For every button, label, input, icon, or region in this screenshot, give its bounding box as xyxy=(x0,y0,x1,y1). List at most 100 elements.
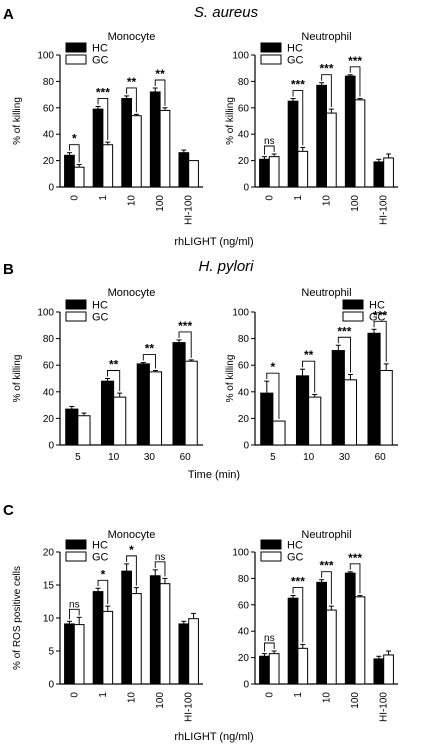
panel-b-letter: B xyxy=(3,261,14,278)
bar-hc xyxy=(331,350,345,446)
significance-bracket xyxy=(302,360,316,393)
y-tick-label: 80 xyxy=(43,334,55,345)
y-axis-label: % of killing xyxy=(12,97,23,145)
y-tick-label: 0 xyxy=(48,680,54,691)
y-tick-label: 100 xyxy=(37,51,54,62)
bar-gc xyxy=(102,144,114,188)
bar-hc xyxy=(64,154,75,188)
bar-gc xyxy=(383,157,394,188)
y-tick-label: 40 xyxy=(238,130,250,141)
legend-label-hc: HC xyxy=(369,300,385,312)
bar-hc xyxy=(178,623,190,685)
bar-gc xyxy=(102,610,114,685)
bar-hc xyxy=(64,623,75,685)
legend-swatch-hc xyxy=(260,539,282,550)
y-tick-label: 60 xyxy=(238,361,250,372)
y-tick-label: 20 xyxy=(238,156,250,167)
legend-label-gc: GC xyxy=(287,55,304,67)
significance-label: ** xyxy=(145,342,155,356)
legend-swatch-hc xyxy=(65,299,87,310)
significance-label: *** xyxy=(319,559,333,573)
legend-label-hc: HC xyxy=(92,43,108,55)
bar-gc xyxy=(326,609,337,685)
significance-label: ns xyxy=(264,136,275,147)
y-tick-label: 40 xyxy=(238,627,250,638)
panel-a-title: S. aureus xyxy=(194,4,259,21)
bar-hc xyxy=(316,581,328,685)
significance-label: *** xyxy=(291,575,305,589)
legend-label-gc: GC xyxy=(369,312,386,324)
significance-bracket xyxy=(337,336,351,373)
x-tick-label: HI-100 xyxy=(379,692,390,722)
bar-gc xyxy=(77,415,91,446)
x-tick-label: 1 xyxy=(293,692,304,698)
significance-bracket xyxy=(154,79,166,106)
bar-hc xyxy=(316,84,328,188)
significance-bracket xyxy=(154,561,166,577)
x-tick-label: 10 xyxy=(127,195,138,207)
bar-hc xyxy=(172,342,186,446)
x-tick-label: 10 xyxy=(322,692,333,704)
x-tick-label: 10 xyxy=(322,195,333,207)
x-tick-label: HI-100 xyxy=(184,195,195,225)
legend-swatch-gc xyxy=(342,311,364,322)
y-tick-label: 40 xyxy=(43,130,55,141)
y-tick-label: 0 xyxy=(48,441,54,452)
x-tick-label: 60 xyxy=(375,452,387,463)
x-tick-label: 1 xyxy=(293,195,304,201)
significance-bracket xyxy=(68,144,80,163)
bar-gc xyxy=(159,109,171,188)
bar-hc xyxy=(149,575,161,685)
legend-swatch-hc xyxy=(342,299,364,310)
legend-swatch-gc xyxy=(65,54,87,65)
chart-title: Monocyte xyxy=(108,287,156,299)
y-tick-label: 80 xyxy=(238,574,250,585)
x-tick-label: HI-100 xyxy=(379,195,390,225)
y-tick-label: 60 xyxy=(238,600,250,611)
legend-swatch-hc xyxy=(65,42,87,53)
significance-label: ns xyxy=(69,599,80,610)
y-tick-label: 100 xyxy=(37,308,54,319)
significance-label: *** xyxy=(373,308,387,322)
bar-gc xyxy=(268,653,280,685)
bar-gc xyxy=(383,654,394,685)
y-tick-label: 10 xyxy=(43,614,55,625)
y-axis-label: % of ROS positive cells xyxy=(12,566,23,670)
bar-gc xyxy=(354,99,366,188)
x-tick-label: 0 xyxy=(69,692,80,698)
bar-hc xyxy=(373,658,385,685)
y-tick-label: 15 xyxy=(43,581,55,592)
bar-gc xyxy=(131,115,142,188)
bar-gc xyxy=(73,166,85,188)
x-tick-label: 100 xyxy=(350,692,361,709)
significance-label: *** xyxy=(348,54,362,68)
significance-label: ns xyxy=(264,633,275,644)
chart-title: Neutrophil xyxy=(301,287,351,299)
y-tick-label: 0 xyxy=(243,441,249,452)
chart-b-monocyte: Monocyte 0 20 40 60 80 100 % of killing 5 10 ** 30 *… xyxy=(12,287,203,463)
significance-bracket xyxy=(263,145,275,155)
bar-hc xyxy=(100,380,115,446)
x-tick-label: 0 xyxy=(264,195,275,201)
bar-hc xyxy=(344,572,356,685)
chart-title: Neutrophil xyxy=(301,31,351,43)
y-tick-label: 40 xyxy=(238,387,250,398)
significance-label: ** xyxy=(109,358,119,372)
significance-bracket xyxy=(349,66,361,97)
chart-c-monocyte: Monocyte 0 5 10 15 20 % of ROS positive cells 0… xyxy=(12,529,203,722)
legend-label-hc: HC xyxy=(287,43,303,55)
x-tick-label: 100 xyxy=(155,195,166,212)
chart-b-neutrophil: Neutrophil 0 20 40 60 80 100 % of killing 5 * 10 **… xyxy=(225,287,398,463)
significance-bracket xyxy=(126,555,137,586)
bar-hc xyxy=(287,597,299,685)
significance-bracket xyxy=(266,372,280,420)
chart-c-neutrophil: Neutrophil 0 20 40 60 80 100 0 ns 1 *** 10 *** 100 ***… xyxy=(232,529,398,722)
bar-gc xyxy=(73,624,85,685)
y-tick-label: 60 xyxy=(238,103,250,114)
x-tick-label: 5 xyxy=(270,452,276,463)
legend-label-gc: GC xyxy=(92,55,109,67)
bar-gc xyxy=(297,150,309,188)
legend-label-hc: HC xyxy=(92,540,108,552)
bar-hc xyxy=(373,161,385,188)
significance-label: * xyxy=(101,567,106,581)
